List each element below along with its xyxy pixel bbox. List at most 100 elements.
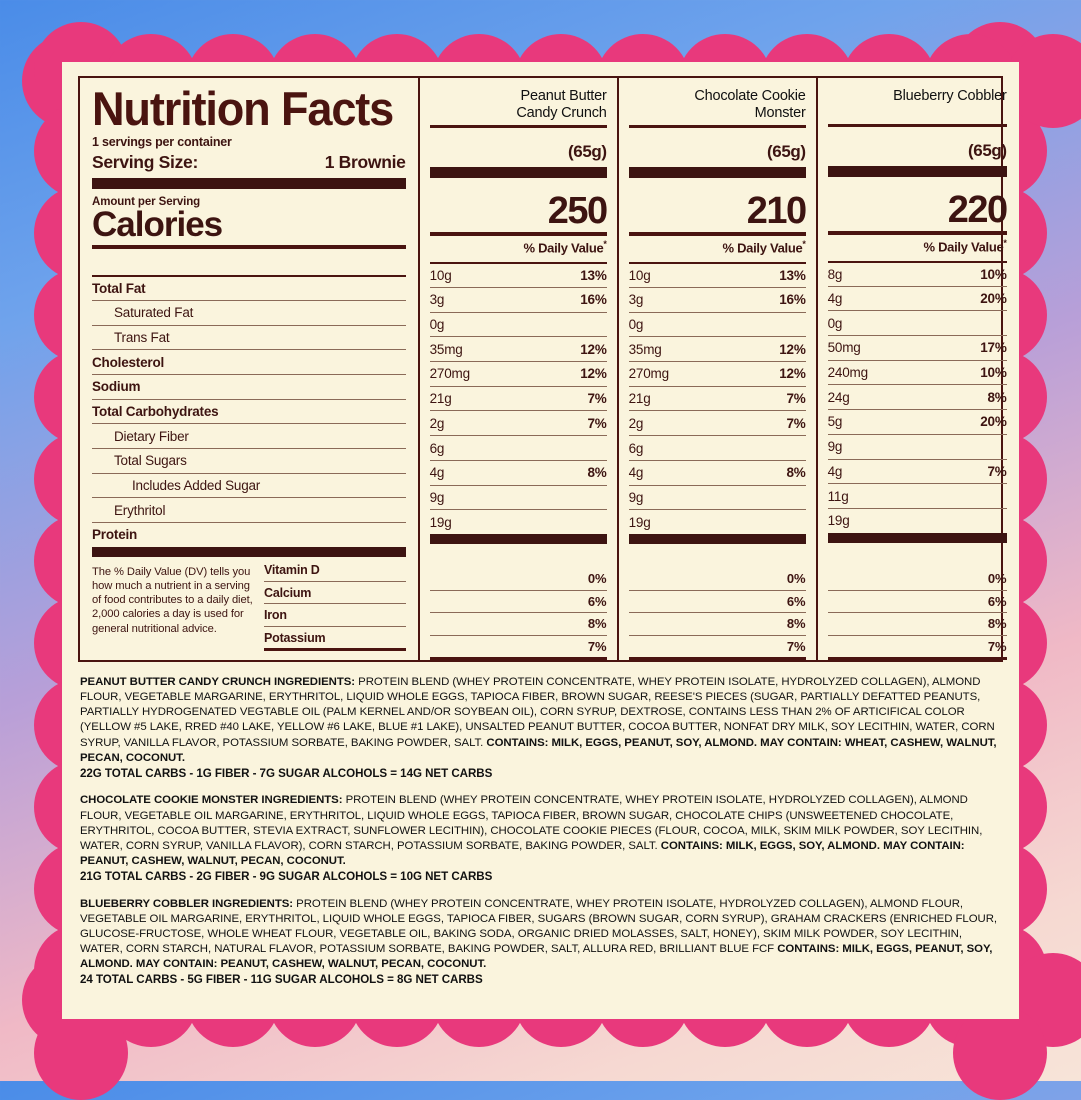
nutrient-value-row: 9g xyxy=(429,484,607,510)
nutrient-amount: 6g xyxy=(429,440,445,456)
nutrient-row: Dietary Fiber xyxy=(92,423,406,448)
micronutrient-percent: 0% xyxy=(987,571,1007,587)
micronutrient-value-row: 0% xyxy=(828,567,1007,589)
nutrient-name: Saturated Fat xyxy=(114,305,194,321)
daily-value-asterisk: * xyxy=(1003,238,1007,248)
nutrient-row: Includes Added Sugar xyxy=(92,472,406,498)
micronutrient-percent: 6% xyxy=(786,594,806,610)
nutrient-daily-value-percent: 7% xyxy=(987,463,1007,479)
nutrient-value-row: 4g 7% xyxy=(827,458,1007,484)
micronutrient-percent: 0% xyxy=(786,571,806,587)
nutrient-value-row: 240mg 10% xyxy=(827,359,1007,385)
calories-value: 220 xyxy=(947,189,1008,231)
ingredient-heading: BLUEBERRY COBBLER INGREDIENTS: xyxy=(80,897,294,910)
micronutrient-value-row: 7% xyxy=(429,634,607,657)
nutrient-amount: 50mg xyxy=(827,340,861,356)
product-name: Blueberry Cobbler xyxy=(893,88,1007,104)
nutrient-value-row: 8g 10% xyxy=(827,261,1007,286)
nutrient-name: Trans Fat xyxy=(114,329,170,345)
ingredient-heading: PEANUT BUTTER CANDY CRUNCH INGREDIENTS: xyxy=(80,676,356,688)
micronutrient-label-list: Vitamin D Calcium Iron Potassium xyxy=(264,557,406,652)
ingredient-paragraph: CHOCOLATE COOKIE MONSTER INGREDIENTS: PR… xyxy=(80,793,1001,869)
nutrient-value-row: 35mg 12% xyxy=(429,336,607,361)
serving-size-row: Serving Size: 1 Brownie xyxy=(92,152,406,173)
product-name: Chocolate Cookie Monster xyxy=(694,88,806,121)
nutrient-row: Total Sugars xyxy=(92,447,406,473)
nutrient-row: Cholesterol xyxy=(92,349,406,374)
nutrient-amount: 19g xyxy=(628,514,651,530)
nutrient-amount: 8g xyxy=(827,266,843,282)
nutrient-row: Total Carbohydrates xyxy=(92,398,406,424)
nutrient-value-row: 4g 20% xyxy=(827,285,1007,311)
daily-value-header: % Daily Value* xyxy=(722,239,806,256)
micronutrient-value-row: 6% xyxy=(429,589,607,612)
nutrient-amount: 19g xyxy=(827,513,850,529)
nutrient-amount: 19g xyxy=(429,514,452,530)
nutrient-name: Protein xyxy=(92,527,138,543)
nutrient-value-row: 6g xyxy=(429,435,607,460)
nutrient-amount: 4g xyxy=(628,465,644,481)
allergen-statement: CONTAINS: MILK, EGGS, SOY, ALMOND. MAY C… xyxy=(80,839,965,867)
nutrient-name: Erythritol xyxy=(114,502,166,518)
micronutrient-value-list: 0% 6% 8% 7% xyxy=(429,565,607,660)
nutrient-amount: 4g xyxy=(429,465,445,481)
micronutrient-name: Iron xyxy=(264,608,287,623)
protein-bottom-bar xyxy=(429,533,607,544)
micronutrient-value-list: 0% 6% 8% 7% xyxy=(827,565,1007,660)
product-column-2: Chocolate Cookie Monster (65g) 210 % Daily V… xyxy=(619,78,818,660)
micronutrient-bottom-rule xyxy=(264,648,406,652)
nutrient-value-row: 0g xyxy=(628,311,806,337)
nutrient-daily-value-percent: 10% xyxy=(980,266,1007,282)
nutrient-daily-value-percent: 7% xyxy=(786,391,806,407)
nutrient-value-row: 19g xyxy=(429,509,607,534)
nutrient-row: Protein xyxy=(92,522,406,547)
nutrient-row: Saturated Fat xyxy=(92,299,406,325)
nutrient-daily-value-percent: 20% xyxy=(980,291,1007,307)
calories-underline-rule xyxy=(429,232,607,237)
micronutrient-percent: 6% xyxy=(587,594,607,610)
nutrient-value-row: 0g xyxy=(827,310,1007,335)
micronutrient-value-row: 0% xyxy=(430,567,607,589)
thick-divider-bar xyxy=(429,167,607,179)
nutrient-daily-value-percent: 13% xyxy=(779,268,806,284)
servings-per-container: 1 servings per container xyxy=(92,135,232,150)
micronutrient-name: Potassium xyxy=(264,630,326,645)
nutrient-value-row: 21g 7% xyxy=(429,385,607,411)
micronutrient-name: Vitamin D xyxy=(264,562,320,577)
daily-value-header: % Daily Value* xyxy=(523,239,607,256)
ingredient-list-text: PROTEIN BLEND (WHEY PROTEIN CONCENTRATE,… xyxy=(80,897,997,955)
nutrient-amount: 21g xyxy=(628,391,651,407)
micronutrient-row: Vitamin D xyxy=(264,559,406,581)
panel-footnote-area: The % Daily Value (DV) tells you how muc… xyxy=(92,557,406,652)
micronutrient-value-row: 8% xyxy=(429,612,607,634)
micronutrient-name: Calcium xyxy=(264,585,312,600)
nutrient-value-row: 10g 13% xyxy=(429,262,607,287)
calories-underline-rule xyxy=(628,232,806,237)
calories-value: 210 xyxy=(746,190,807,233)
ingredient-heading: CHOCOLATE COOKIE MONSTER INGREDIENTS: xyxy=(80,794,343,807)
nutrient-label-column: Nutrition Facts 1 servings per container… xyxy=(80,78,420,660)
nutrition-label-card: Nutrition Facts 1 servings per container… xyxy=(62,62,1019,1019)
micronutrient-percent: 8% xyxy=(786,616,806,632)
nutrient-row: Trans Fat xyxy=(92,324,406,350)
micronutrient-bottom-rule xyxy=(827,657,1007,660)
nutrient-amount: 3g xyxy=(429,292,445,308)
product-name-rule xyxy=(628,125,806,129)
nutrient-value-row: 3g 16% xyxy=(429,287,607,312)
nutrient-name: Total Sugars xyxy=(114,453,187,469)
nutrient-amount: 11g xyxy=(827,488,849,504)
micronutrient-row: Iron xyxy=(264,603,406,625)
nutrient-name: Sodium xyxy=(92,379,141,395)
micronutrient-percent: 7% xyxy=(987,638,1007,654)
ingredient-paragraph: BLUEBERRY COBBLER INGREDIENTS: PROTEIN B… xyxy=(80,897,1001,973)
nutrient-amount: 10g xyxy=(429,268,452,284)
nutrient-amount: 4g xyxy=(827,463,843,479)
product-value-columns: Peanut Butter Candy Crunch (65g) 250 % Daily… xyxy=(420,78,1017,660)
micronutrient-value-row: 7% xyxy=(628,634,806,657)
micronutrient-row: Potassium xyxy=(264,625,406,648)
nutrient-daily-value-percent: 7% xyxy=(587,391,607,407)
net-carbs-line: 24 TOTAL CARBS - 5G FIBER - 11G SUGAR AL… xyxy=(80,973,483,987)
thick-divider-bar xyxy=(827,166,1007,177)
nutrient-amount: 2g xyxy=(628,415,644,431)
nutrient-value-row: 270mg 12% xyxy=(429,361,607,386)
